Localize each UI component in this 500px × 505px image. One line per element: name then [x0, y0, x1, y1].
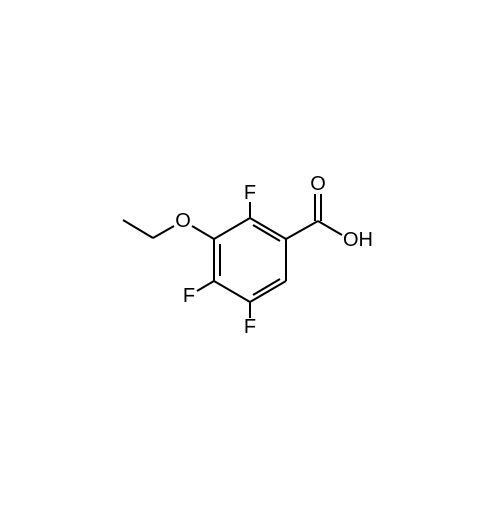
fluorine-top: F: [244, 182, 256, 218]
atom-f-top: F: [244, 182, 256, 204]
atom-o-carbonyl: O: [310, 173, 326, 195]
fluorine-bottom-left: F: [183, 281, 214, 307]
carboxyl-group: O OH: [286, 173, 373, 251]
ethoxy-group: O: [123, 210, 214, 239]
fluorine-bottom: F: [244, 302, 256, 338]
atom-f-bottom: F: [244, 316, 256, 338]
atom-o-ethoxy: O: [175, 210, 191, 232]
atom-oh: OH: [343, 229, 373, 251]
molecule-diagram: F F F O O OH: [0, 0, 500, 500]
structure-svg: F F F O O OH: [0, 0, 500, 500]
benzene-ring: [214, 218, 286, 302]
atom-f-bottom-left: F: [183, 285, 195, 307]
